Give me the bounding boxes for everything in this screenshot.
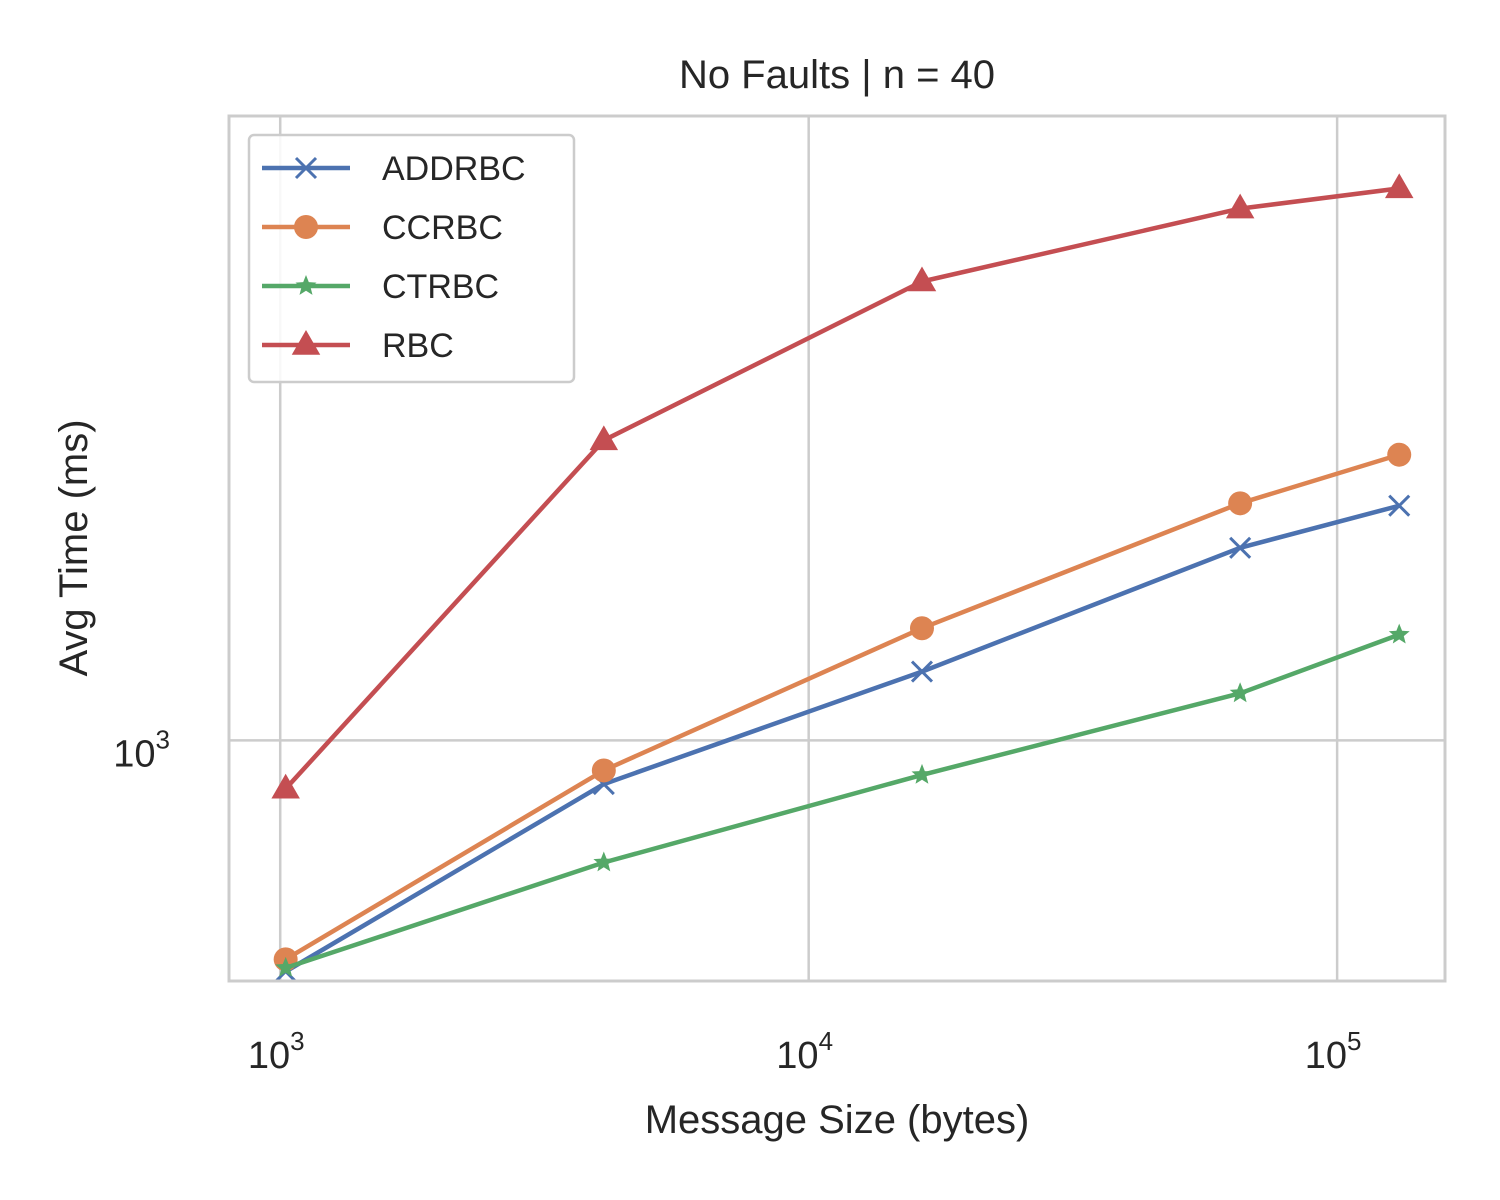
data-point-rbc <box>1225 193 1255 219</box>
data-point-rbc <box>1384 173 1414 199</box>
data-point-ccrbc <box>909 616 934 641</box>
legend-marker-ctrbc <box>295 275 317 295</box>
legend-label-ccrbc: CCRBC <box>382 209 503 247</box>
y-axis-label: Avg Time (ms) <box>52 419 96 676</box>
data-point-ctrbc <box>911 763 933 784</box>
chart-title: No Faults | n = 40 <box>679 53 995 97</box>
data-point-rbc <box>907 266 937 292</box>
data-point-ctrbc <box>275 956 297 977</box>
y-tick-label: 103 <box>113 724 170 775</box>
x-tick-label: 103 <box>248 1026 305 1077</box>
series-ccrbc <box>273 442 1412 972</box>
series-ctrbc <box>275 623 1410 977</box>
legend-box <box>247 133 576 384</box>
legend-marker-addrbc <box>294 156 318 180</box>
series-line-addrbc <box>284 503 1400 974</box>
series-line-ccrbc <box>284 452 1400 962</box>
data-point-ctrbc <box>1388 623 1410 644</box>
legend-label-rbc: RBC <box>382 327 454 365</box>
data-point-addrbc <box>1388 494 1411 517</box>
legend-item-rbc: RBC <box>262 327 454 365</box>
data-point-addrbc <box>1229 536 1252 559</box>
plot-frame <box>227 114 1447 983</box>
data-point-ctrbc <box>593 851 615 872</box>
series-addrbc <box>274 494 1411 983</box>
data-point-ccrbc <box>591 758 616 783</box>
legend-label-addrbc: ADDRBC <box>382 150 526 188</box>
grid <box>229 116 1445 981</box>
legend-label-ctrbc: CTRBC <box>382 268 499 306</box>
legend-marker-ccrbc <box>294 215 318 239</box>
data-point-rbc <box>589 425 619 451</box>
legend: ADDRBC CCRBC CTRBC RBC <box>247 133 576 384</box>
tick-labels: 103 104 105 103 <box>113 724 1361 1077</box>
x-tick-label: 104 <box>776 1026 833 1077</box>
x-axis-label: Message Size (bytes) <box>645 1098 1030 1142</box>
plot-series <box>271 173 1414 983</box>
data-point-ctrbc <box>1229 682 1251 703</box>
data-point-ccrbc <box>1228 491 1253 516</box>
series-rbc <box>271 173 1414 799</box>
legend-item-ccrbc: CCRBC <box>262 209 503 247</box>
data-point-addrbc <box>910 660 934 683</box>
data-point-ccrbc <box>1387 442 1412 467</box>
legend-item-addrbc: ADDRBC <box>262 150 526 188</box>
legend-marker-rbc <box>291 330 321 355</box>
x-tick-label: 105 <box>1305 1026 1362 1077</box>
data-point-rbc <box>271 773 300 799</box>
series-line-ctrbc <box>284 632 1400 971</box>
legend-item-ctrbc: CTRBC <box>262 268 499 306</box>
